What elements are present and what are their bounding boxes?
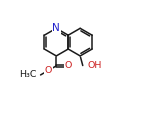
Text: O: O	[65, 61, 72, 70]
Text: OH: OH	[87, 61, 102, 70]
Text: O: O	[44, 66, 52, 75]
Text: H₃C: H₃C	[20, 70, 37, 79]
Text: N: N	[52, 23, 60, 33]
